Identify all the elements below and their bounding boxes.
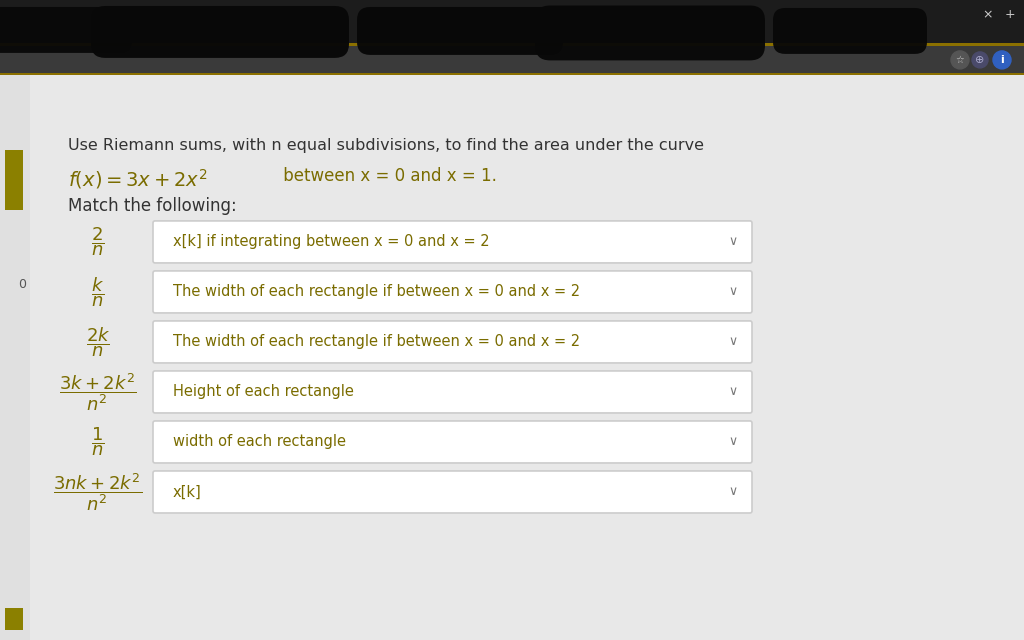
FancyBboxPatch shape: [5, 608, 23, 630]
Text: ∨: ∨: [729, 435, 738, 449]
Text: ∨: ∨: [729, 285, 738, 298]
FancyBboxPatch shape: [91, 6, 349, 58]
Text: ∨: ∨: [729, 385, 738, 399]
Text: ∨: ∨: [729, 486, 738, 499]
Text: $\dfrac{k}{n}$: $\dfrac{k}{n}$: [91, 275, 104, 308]
FancyBboxPatch shape: [153, 221, 752, 263]
Text: width of each rectangle: width of each rectangle: [173, 435, 346, 449]
Circle shape: [993, 51, 1011, 69]
Text: The width of each rectangle if between x = 0 and x = 2: The width of each rectangle if between x…: [173, 335, 581, 349]
Text: $\dfrac{2}{n}$: $\dfrac{2}{n}$: [91, 225, 104, 258]
Text: ⊕: ⊕: [975, 55, 985, 65]
FancyBboxPatch shape: [153, 471, 752, 513]
Text: $f(x) = 3x + 2x^2$: $f(x) = 3x + 2x^2$: [68, 167, 208, 191]
FancyBboxPatch shape: [0, 73, 1024, 75]
FancyBboxPatch shape: [0, 7, 132, 53]
FancyBboxPatch shape: [153, 321, 752, 363]
Text: x[k] if integrating between x = 0 and x = 2: x[k] if integrating between x = 0 and x …: [173, 234, 489, 250]
Circle shape: [951, 51, 969, 69]
Text: between x = 0 and x = 1.: between x = 0 and x = 1.: [278, 167, 497, 185]
Text: Use Riemann sums, with n equal subdivisions, to find the area under the curve: Use Riemann sums, with n equal subdivisi…: [68, 138, 705, 153]
FancyBboxPatch shape: [535, 6, 765, 60]
Text: i: i: [1000, 55, 1004, 65]
Text: ∨: ∨: [729, 236, 738, 248]
Text: x[k]: x[k]: [173, 484, 202, 499]
FancyBboxPatch shape: [357, 7, 563, 55]
FancyBboxPatch shape: [153, 271, 752, 313]
Text: 0: 0: [18, 278, 26, 291]
Text: Match the following:: Match the following:: [68, 197, 237, 215]
Text: $\dfrac{1}{n}$: $\dfrac{1}{n}$: [91, 426, 104, 458]
Text: +: +: [1005, 8, 1016, 22]
FancyBboxPatch shape: [773, 8, 927, 54]
Text: $\dfrac{3nk+2k^2}{n^2}$: $\dfrac{3nk+2k^2}{n^2}$: [53, 471, 142, 513]
Circle shape: [972, 52, 988, 68]
Circle shape: [971, 51, 989, 69]
Text: Height of each rectangle: Height of each rectangle: [173, 385, 354, 399]
FancyBboxPatch shape: [0, 75, 30, 640]
FancyBboxPatch shape: [0, 43, 1024, 46]
Text: $\dfrac{2k}{n}$: $\dfrac{2k}{n}$: [86, 325, 111, 359]
FancyBboxPatch shape: [0, 45, 1024, 75]
FancyBboxPatch shape: [153, 421, 752, 463]
Text: ∨: ∨: [729, 335, 738, 348]
FancyBboxPatch shape: [0, 0, 1024, 75]
Text: The width of each rectangle if between x = 0 and x = 2: The width of each rectangle if between x…: [173, 284, 581, 300]
Text: ×: ×: [983, 8, 993, 22]
FancyBboxPatch shape: [5, 150, 23, 210]
FancyBboxPatch shape: [153, 371, 752, 413]
Text: $\dfrac{3k+2k^2}{n^2}$: $\dfrac{3k+2k^2}{n^2}$: [59, 371, 137, 413]
Text: ☆: ☆: [955, 55, 965, 65]
